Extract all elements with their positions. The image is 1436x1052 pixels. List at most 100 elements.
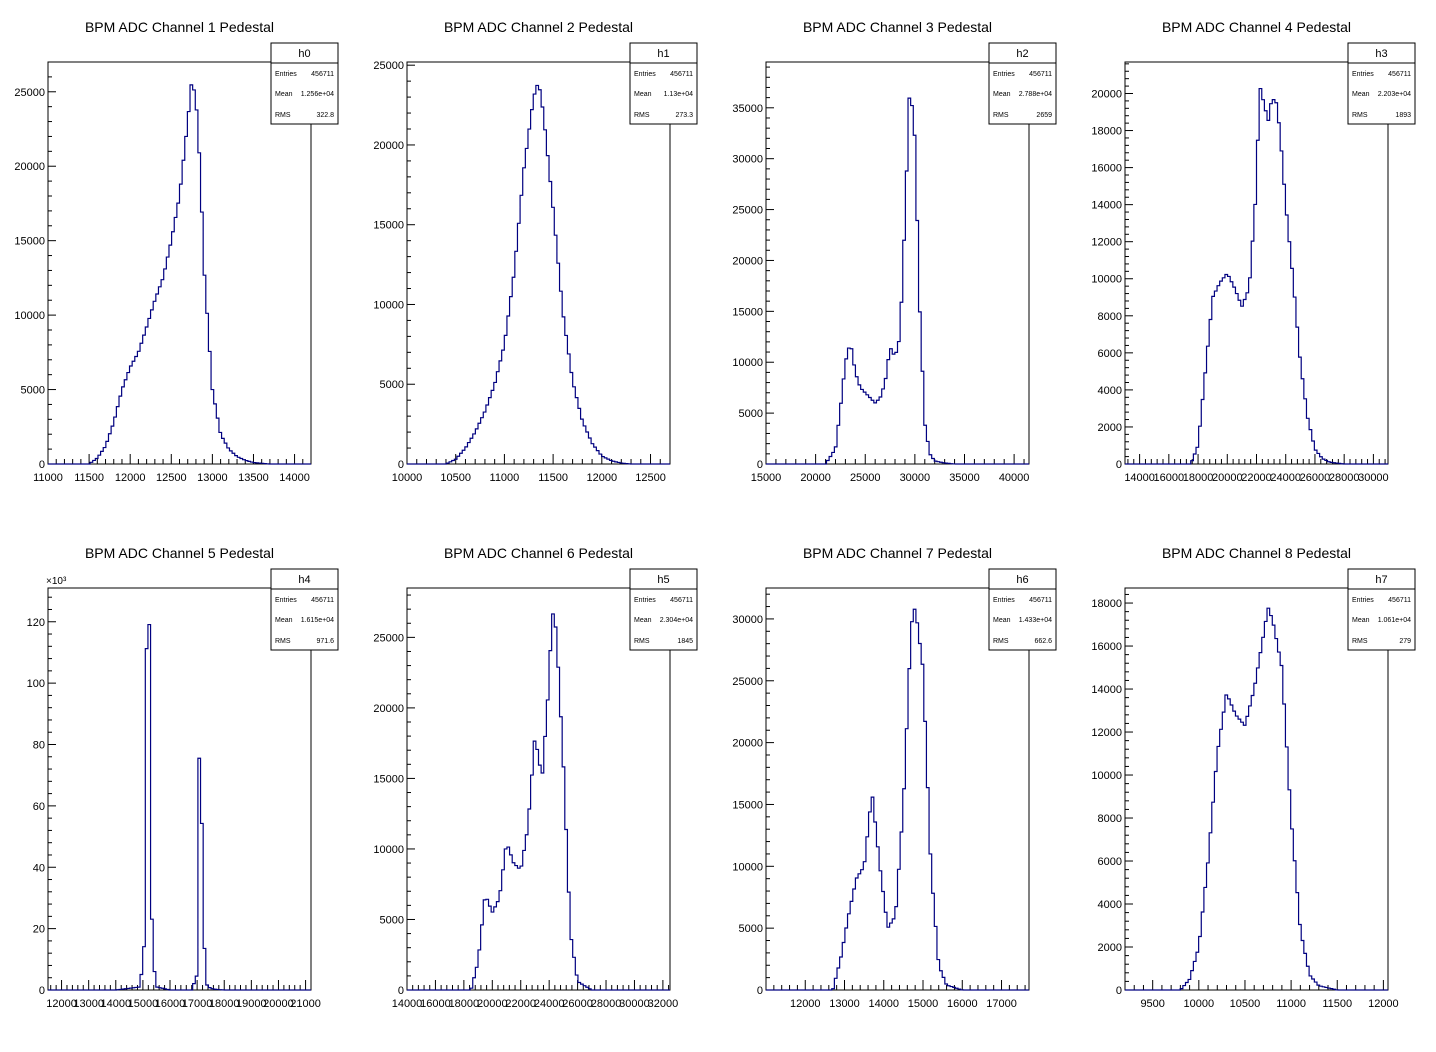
x-tick-label: 18000	[449, 998, 480, 1010]
stats-entries-value: 456711	[1029, 597, 1052, 604]
y-tick-label: 20000	[732, 738, 763, 750]
stats-rms-label: RMS	[634, 112, 650, 119]
y-tick-label: 10000	[373, 299, 404, 311]
chart-pad-7: BPM ADC Channel 7 Pedestal 12000 13000 1400…	[732, 545, 1057, 1010]
y-tick-label: 35000	[732, 103, 763, 115]
stats-rms-value: 273.3	[675, 112, 693, 119]
x-tick-label: 11000	[490, 472, 520, 484]
plot-frame	[1124, 587, 1389, 991]
stats-box: h2 Entries 456711 Mean 2.788e+04 RMS 2659	[988, 42, 1057, 125]
stats-mean-label: Mean	[634, 617, 652, 624]
stats-name: h5	[657, 574, 669, 586]
plot-frame	[765, 587, 1030, 991]
y-tick-label: 15000	[14, 236, 45, 248]
stats-rms-label: RMS	[1352, 112, 1368, 119]
histogram-series	[407, 613, 670, 991]
stats-name: h2	[1016, 48, 1028, 60]
stats-entries-label: Entries	[634, 71, 656, 78]
y-tick-label: 18000	[1091, 126, 1122, 138]
chart-pad-4: BPM ADC Channel 4 Pedestal14000160001800…	[1091, 19, 1416, 484]
y-tick-label: 80	[33, 740, 45, 752]
x-tick-label: 13000	[829, 998, 860, 1010]
y-tick-label: 10000	[732, 861, 763, 873]
x-tick-label: 11500	[1322, 998, 1352, 1010]
y-tick-label: 0	[1116, 459, 1122, 471]
stats-entries-label: Entries	[275, 597, 297, 604]
y-tick-label: 8000	[1098, 311, 1122, 323]
stats-box: h4 Entries 456711 Mean 1.615e+04 RMS 971.6	[270, 568, 339, 651]
stats-entries-label: Entries	[993, 597, 1015, 604]
histogram-series	[1125, 607, 1388, 991]
stats-box-frame	[270, 568, 339, 651]
stats-entries-label: Entries	[275, 71, 297, 78]
y-tick-label: 15000	[373, 220, 404, 232]
y-tick-label: 4000	[1098, 385, 1122, 397]
x-tick-label: 18000	[209, 998, 240, 1010]
histogram-series	[1125, 87, 1388, 465]
stats-mean-value: 2.203e+04	[1378, 91, 1411, 98]
histogram-series	[48, 623, 311, 991]
y-tick-label: 25000	[373, 60, 404, 72]
chart-title: BPM ADC Channel 5 Pedestal	[85, 545, 274, 561]
x-tick-label: 24000	[534, 998, 565, 1010]
stats-rms-label: RMS	[275, 638, 291, 645]
stats-mean-label: Mean	[993, 91, 1011, 98]
chart-pad-8: BPM ADC Channel 8 Pedestal 9500 10000 10500…	[1091, 545, 1416, 1010]
x-tick-label: 10000	[392, 472, 423, 484]
x-tick-label: 21000	[290, 998, 321, 1010]
chart-title: BPM ADC Channel 4 Pedestal	[1162, 19, 1351, 35]
chart-pad-1: BPM ADC Channel 1 Pedestal 11000 11500 1200…	[14, 19, 339, 484]
stats-rms-value: 279	[1399, 638, 1411, 645]
stats-rms-label: RMS	[993, 638, 1009, 645]
stats-rms-label: RMS	[1352, 638, 1368, 645]
stats-entries-label: Entries	[993, 71, 1015, 78]
x-tick-label: 13500	[238, 472, 269, 484]
y-tick-label: 0	[39, 985, 45, 997]
stats-box: h3 Entries 456711 Mean 2.203e+04 RMS 1893	[1347, 42, 1416, 125]
stats-entries-value: 456711	[1388, 597, 1411, 604]
x-tick-label: 15000	[128, 998, 159, 1010]
stats-box: h1 Entries 456711 Mean 1.13e+04 RMS 273.3	[629, 42, 698, 125]
stats-entries-value: 456711	[670, 71, 693, 78]
x-tick-label: 12500	[635, 472, 666, 484]
x-tick-label: 15000	[908, 998, 939, 1010]
stats-box: h6 Entries 456711 Mean 1.433e+04 RMS 662.6	[988, 568, 1057, 651]
x-tick-label: 24000	[1270, 472, 1301, 484]
y-tick-label: 12000	[1091, 727, 1122, 739]
stats-box-frame	[988, 568, 1057, 651]
stats-entries-label: Entries	[1352, 597, 1374, 604]
y-tick-label: 30000	[732, 614, 763, 626]
x-tick-label: 14000	[279, 472, 310, 484]
histogram-series	[48, 84, 311, 465]
y-tick-label: 60	[33, 801, 45, 813]
chart-title: BPM ADC Channel 8 Pedestal	[1162, 545, 1351, 561]
x-tick-label: 12000	[115, 472, 146, 484]
stats-name: h3	[1375, 48, 1387, 60]
x-tick-label: 20000	[800, 472, 831, 484]
x-tick-label: 10000	[1184, 998, 1215, 1010]
y-tick-label: 5000	[380, 379, 404, 391]
y-tick-label: 20000	[732, 255, 763, 267]
x-tick-label: 40000	[999, 472, 1030, 484]
x-tick-label: 19000	[236, 998, 267, 1010]
chart-title: BPM ADC Channel 2 Pedestal	[444, 19, 633, 35]
y-tick-label: 18000	[1091, 598, 1122, 610]
y-tick-label: 5000	[21, 385, 45, 397]
stats-name: h6	[1016, 574, 1028, 586]
stats-entries-label: Entries	[634, 597, 656, 604]
y-tick-label: 20	[33, 924, 45, 936]
y-tick-label: 0	[1116, 985, 1122, 997]
x-tick-label: 12500	[156, 472, 187, 484]
y-tick-label: 5000	[739, 408, 763, 420]
stats-mean-value: 1.061e+04	[1378, 617, 1411, 624]
x-tick-label: 22000	[505, 998, 536, 1010]
x-tick-label: 11500	[74, 472, 104, 484]
stats-mean-value: 1.256e+04	[301, 91, 334, 98]
stats-box-frame	[629, 42, 698, 125]
x-tick-label: 20000	[263, 998, 294, 1010]
x-tick-label: 14000	[868, 998, 899, 1010]
y-tick-label: 100	[27, 678, 45, 690]
x-tick-label: 16000	[947, 998, 978, 1010]
stats-rms-label: RMS	[993, 112, 1009, 119]
